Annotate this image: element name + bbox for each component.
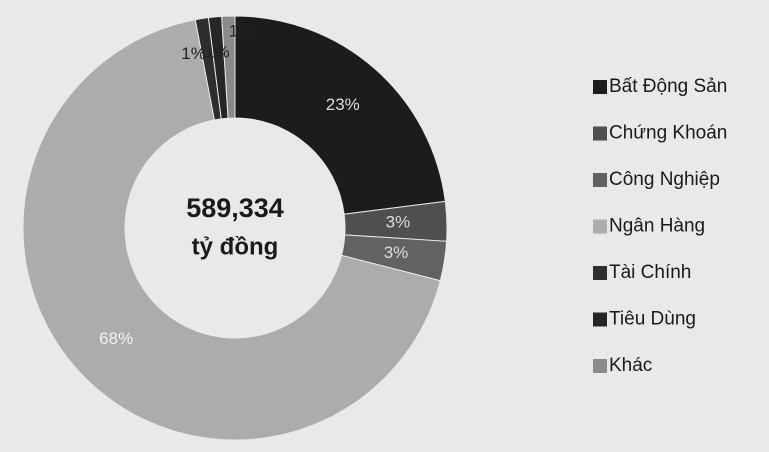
legend-swatch [593, 173, 607, 187]
legend-label: Ngân Hàng [609, 216, 705, 237]
legend-label: Tài Chính [609, 262, 691, 283]
legend-swatch [593, 80, 607, 94]
legend-label: Chứng Khoán [609, 123, 727, 144]
slice [22, 19, 441, 441]
legend-swatch [593, 126, 607, 141]
slice-label: 23% [326, 95, 360, 114]
legend-label: Công Nghiệp [609, 169, 720, 190]
slice-label: 1% [229, 22, 254, 41]
legend-swatch [593, 266, 607, 280]
legend-swatch [593, 219, 607, 234]
slice-label: 1% [205, 42, 230, 61]
slice-label: 3% [384, 243, 409, 262]
slice-label: 1% [181, 44, 206, 63]
legend-swatch [593, 359, 607, 373]
legend-label: Bất Động Sản [609, 76, 727, 97]
slice-label: 3% [386, 212, 411, 231]
slice [234, 15, 446, 215]
slice [221, 15, 236, 119]
legend-label: Khác [609, 355, 652, 376]
legend-label: Tiêu Dùng [609, 309, 696, 330]
center-value: 589,334 [186, 193, 284, 223]
legend-swatch [593, 312, 607, 327]
center-unit: tỷ đồng [192, 233, 279, 260]
slice-label: 68% [99, 329, 133, 348]
